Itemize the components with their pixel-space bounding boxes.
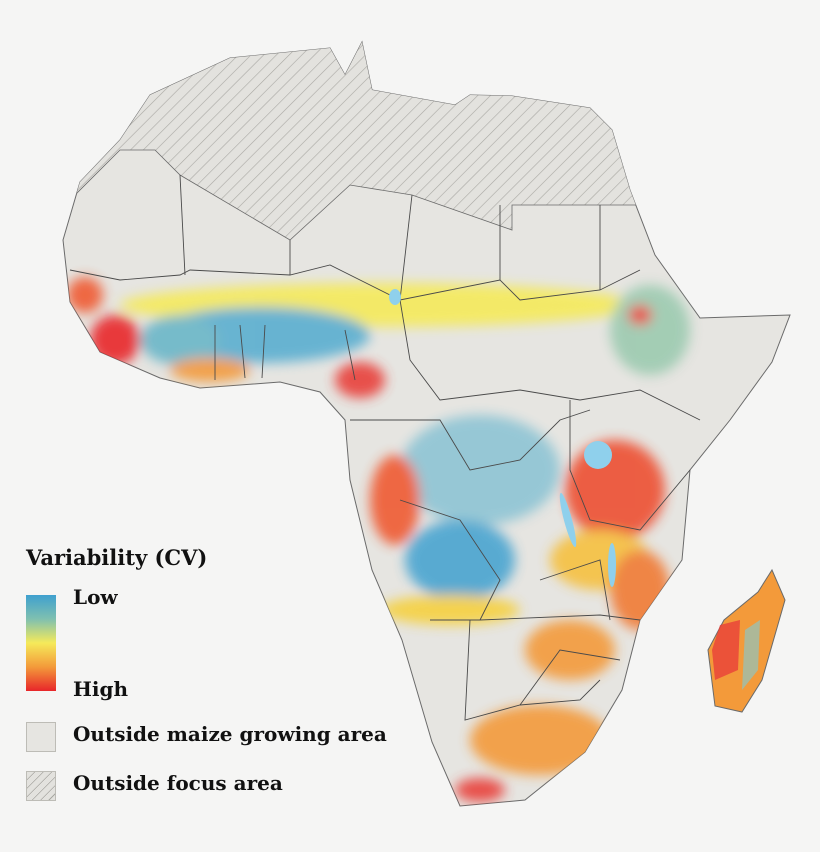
color-ramp <box>26 595 56 691</box>
legend-high-label: High <box>73 677 129 701</box>
angola-coast <box>370 455 420 545</box>
angola-low <box>405 520 515 600</box>
nigeria-south <box>335 362 385 398</box>
legend-title: Variability (CV) <box>26 545 208 570</box>
ethiopia <box>610 285 690 375</box>
mozambique <box>610 550 670 630</box>
legend-outside-focus-label: Outside focus area <box>73 771 283 795</box>
zimbabwe <box>525 620 615 680</box>
lake-tanganyika <box>559 492 577 548</box>
variability-raster <box>67 277 690 802</box>
lake-chad <box>389 289 401 305</box>
madagascar-west-high <box>712 620 740 680</box>
ghana-orange <box>170 358 250 382</box>
west-africa-low-2 <box>140 315 220 365</box>
lakes <box>389 289 616 587</box>
lake-malawi <box>608 543 616 587</box>
cape-red <box>455 778 505 802</box>
ethiopia-red <box>628 305 652 325</box>
angola-band <box>380 595 520 625</box>
lake-victoria <box>584 441 612 469</box>
country-borders <box>69 174 701 721</box>
madagascar-central-low <box>742 620 760 690</box>
legend-low-label: Low <box>73 585 118 609</box>
outside-maize-swatch <box>26 722 56 752</box>
congo-basin <box>400 415 560 525</box>
outside-focus-swatch <box>26 771 56 801</box>
legend-outside-maize-label: Outside maize growing area <box>73 722 387 746</box>
senegal-high <box>67 277 103 313</box>
guinea-high <box>90 315 140 365</box>
south-africa <box>470 705 610 775</box>
